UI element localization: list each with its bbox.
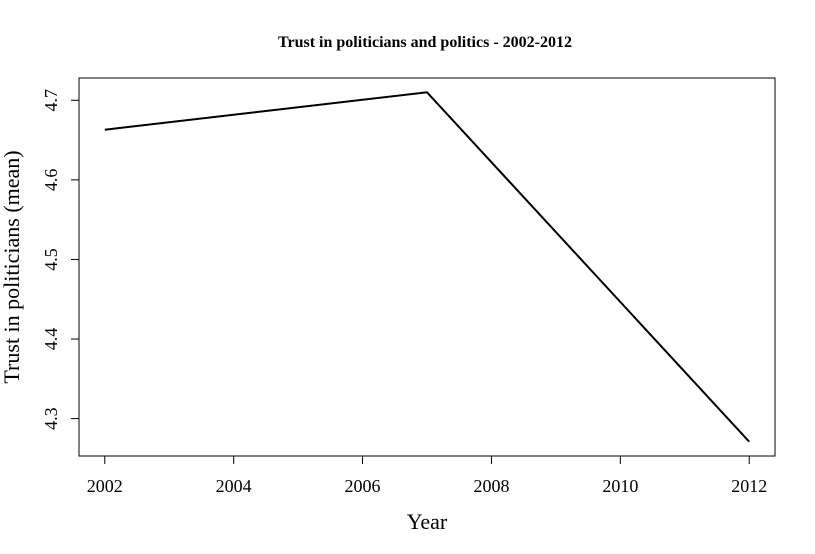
series-group [104, 91, 750, 443]
x-tick-label: 2002 [87, 476, 123, 496]
x-axis: 2002 2004 2006 2008 2010 2012 [87, 456, 767, 496]
chart-title: Trust in politicians and politics - 2002… [278, 34, 572, 51]
y-axis: 4.3 4.4 4.5 4.6 4.7 [41, 89, 79, 430]
y-tick-label: 4.7 [41, 89, 61, 112]
y-tick-label: 4.5 [41, 248, 61, 271]
x-tick-label: 2006 [345, 476, 381, 496]
x-axis-label: Year [407, 509, 448, 534]
plot-frame [78, 77, 776, 457]
y-tick-label: 4.6 [41, 169, 61, 192]
y-tick-label: 4.4 [41, 328, 61, 351]
y-tick-label: 4.3 [41, 407, 61, 430]
x-tick-label: 2008 [473, 476, 509, 496]
y-axis-label: Trust in politicians (mean) [0, 150, 24, 383]
series-line [104, 91, 750, 443]
x-tick-label: 2012 [731, 476, 767, 496]
x-tick-label: 2004 [216, 476, 252, 496]
x-tick-label: 2010 [602, 476, 638, 496]
